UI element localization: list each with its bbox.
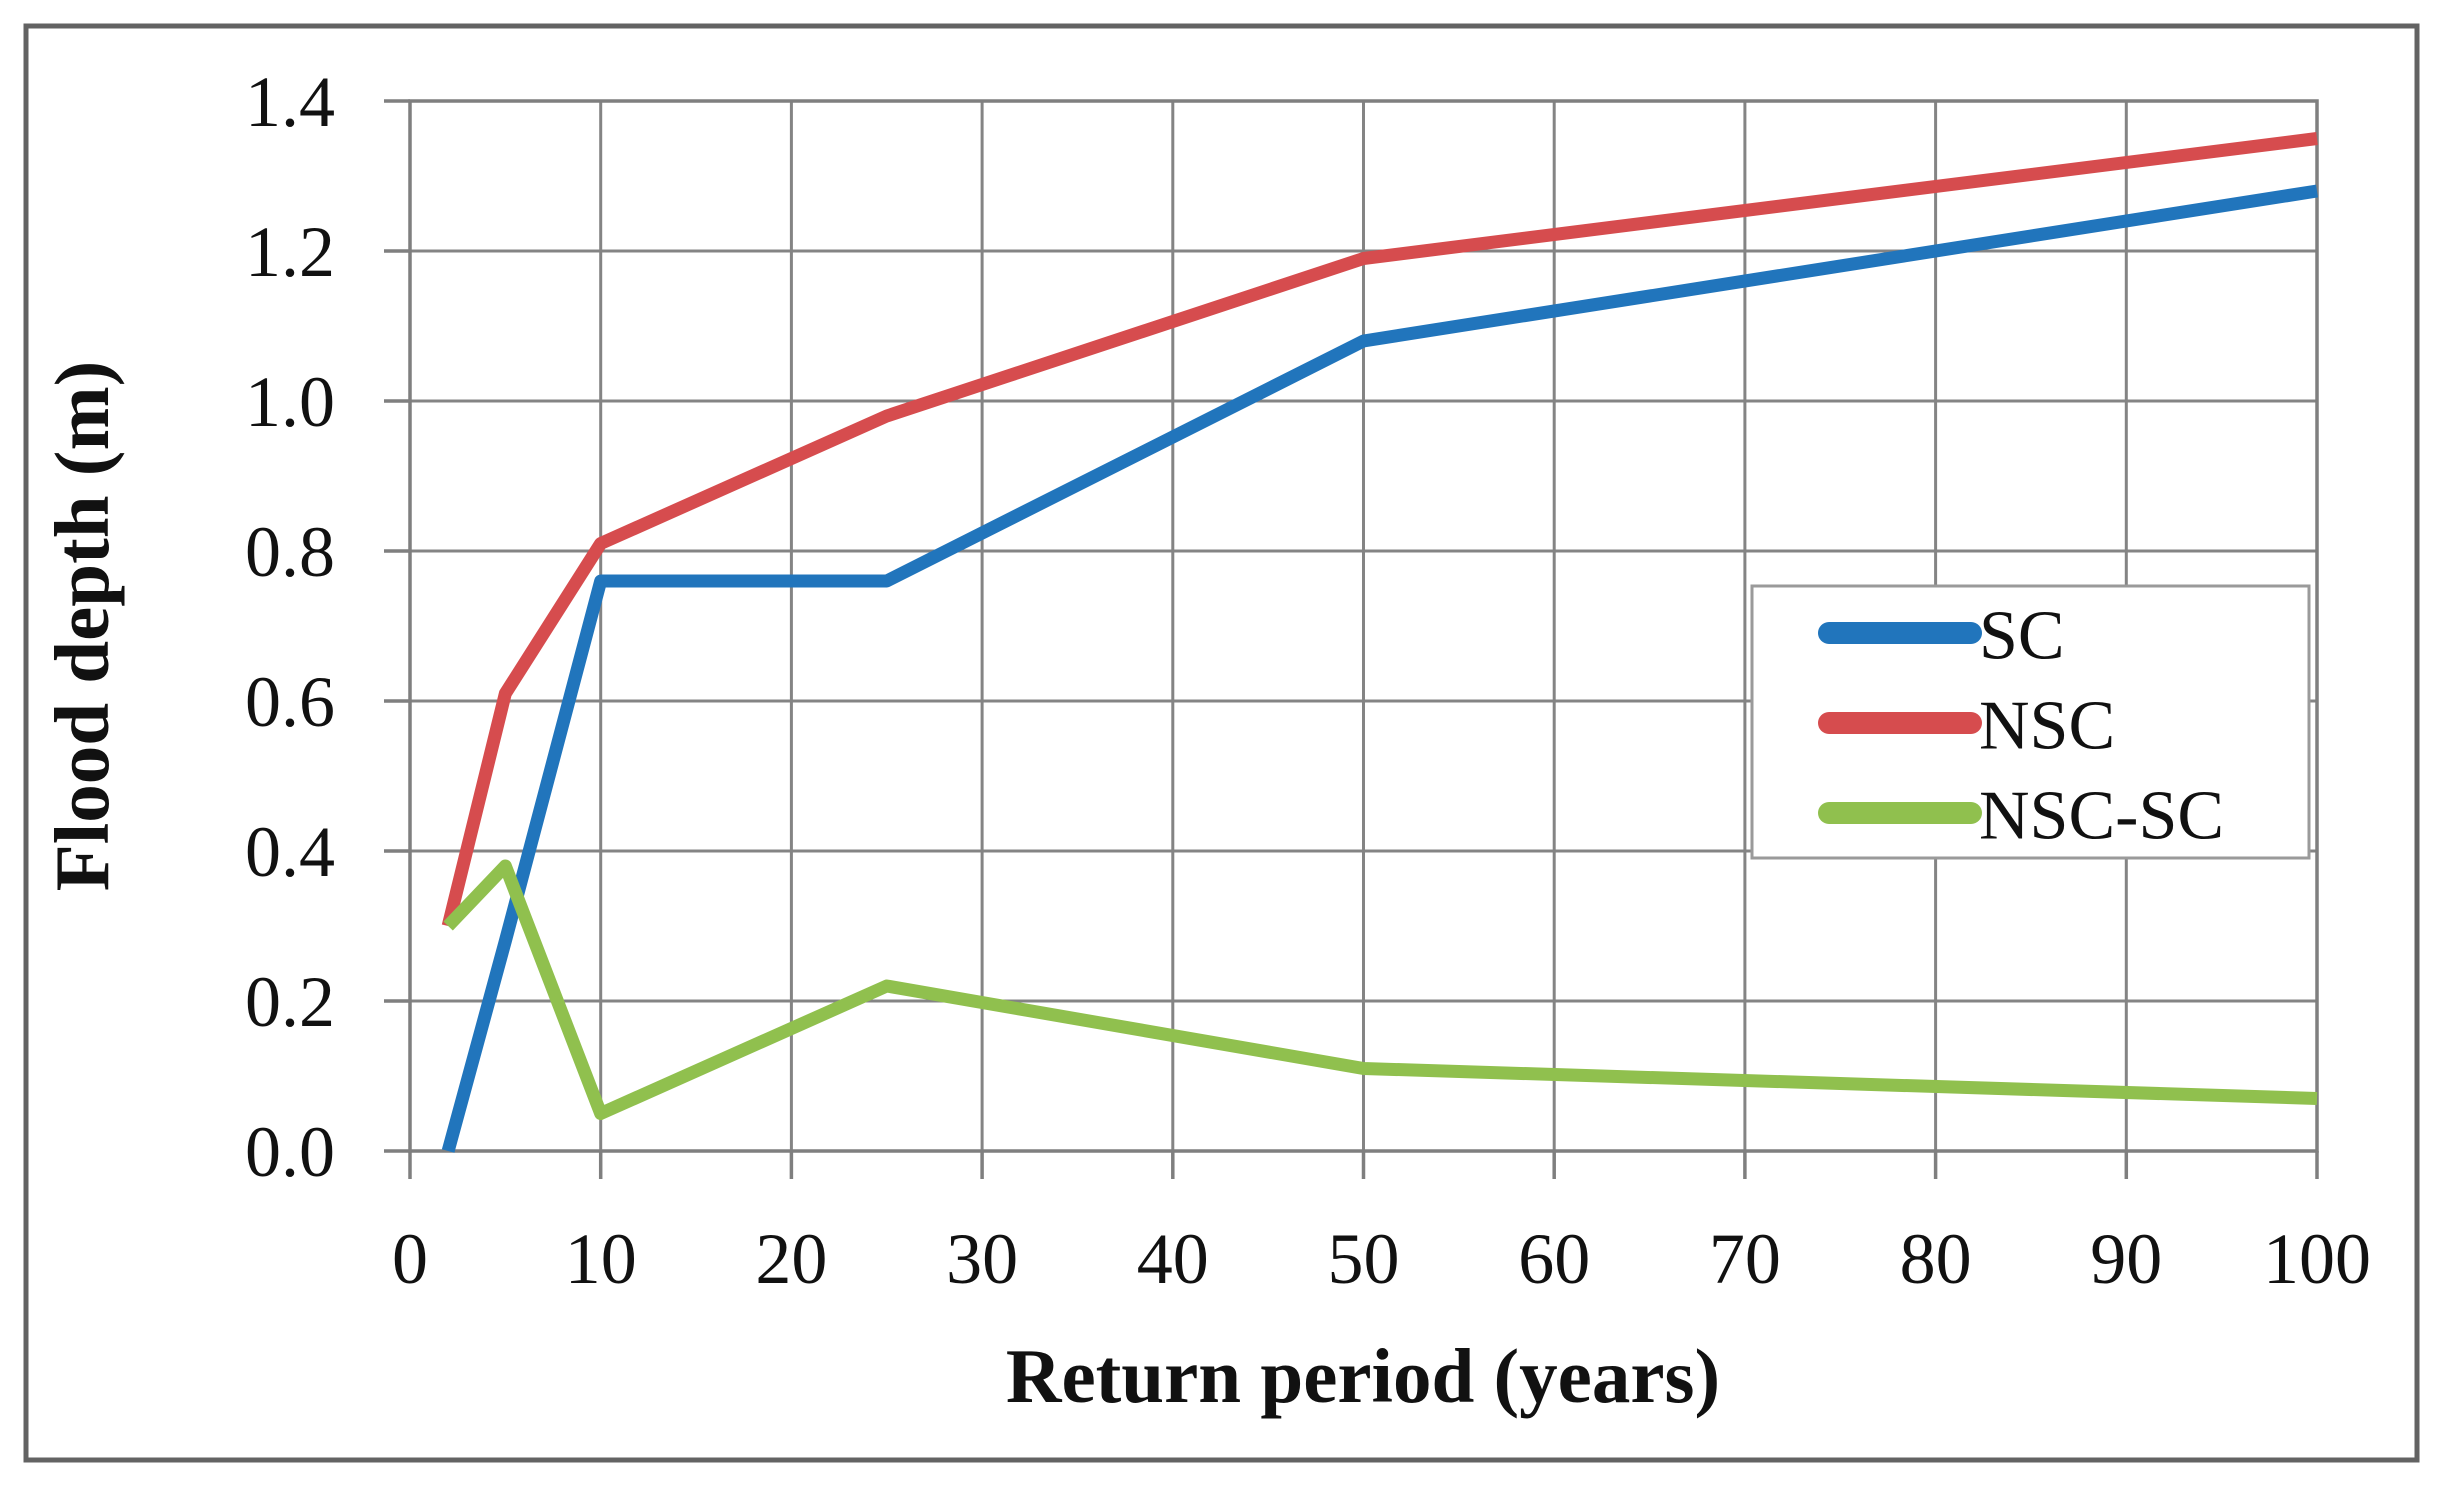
figure-border bbox=[23, 23, 2420, 1463]
x-tick-label: 100 bbox=[2263, 1219, 2371, 1299]
x-tick-label: 80 bbox=[1900, 1219, 1972, 1299]
x-axis-title: Return period (years) bbox=[1006, 1333, 1720, 1419]
x-tick-label: 40 bbox=[1137, 1219, 1209, 1299]
x-tick-label: 90 bbox=[2090, 1219, 2162, 1299]
x-tick-label: 70 bbox=[1709, 1219, 1781, 1299]
data-series bbox=[441, 132, 2319, 1153]
x-tick-label: 0 bbox=[392, 1219, 428, 1299]
x-tick-label: 20 bbox=[755, 1219, 827, 1299]
series-line-nsc bbox=[441, 132, 2318, 928]
y-tick-label: 1.0 bbox=[245, 362, 335, 442]
axis-ticks bbox=[384, 99, 2319, 1179]
y-tick-label: 0.8 bbox=[245, 512, 335, 592]
y-tick-label: 0.2 bbox=[245, 962, 335, 1042]
y-tick-label: 1.4 bbox=[245, 62, 335, 142]
y-tick-label: 1.2 bbox=[245, 212, 335, 292]
x-tick-label: 50 bbox=[1328, 1219, 1400, 1299]
x-tick-label: 60 bbox=[1518, 1219, 1590, 1299]
series-line-sc bbox=[441, 184, 2319, 1153]
legend-entry-nsc: NSC bbox=[1818, 688, 2115, 765]
y-tick-label: 0.6 bbox=[245, 662, 335, 742]
legend-label-nsc-sc: NSC-SC bbox=[1979, 778, 2224, 855]
y-axis-title: Flood depth (m) bbox=[39, 361, 125, 891]
series-line-nsc-sc bbox=[443, 859, 2318, 1120]
x-tick-label: 10 bbox=[565, 1219, 637, 1299]
tick-labels: 0 10 20 30 40 50 60 70 80 90 100 0.0 0.2 0.4 0.6 0.8 1.0… bbox=[245, 62, 2371, 1299]
legend-entry-sc: SC bbox=[1818, 598, 2065, 675]
y-tick-label: 0.4 bbox=[245, 812, 335, 892]
legend-label-nsc: NSC bbox=[1979, 688, 2115, 765]
y-tick-label: 0.0 bbox=[245, 1112, 335, 1192]
x-tick-label: 30 bbox=[946, 1219, 1018, 1299]
legend-label-sc: SC bbox=[1979, 598, 2065, 675]
legend: SC NSC NSC-SC bbox=[1750, 584, 2311, 860]
legend-entry-nsc-sc: NSC-SC bbox=[1818, 778, 2224, 855]
